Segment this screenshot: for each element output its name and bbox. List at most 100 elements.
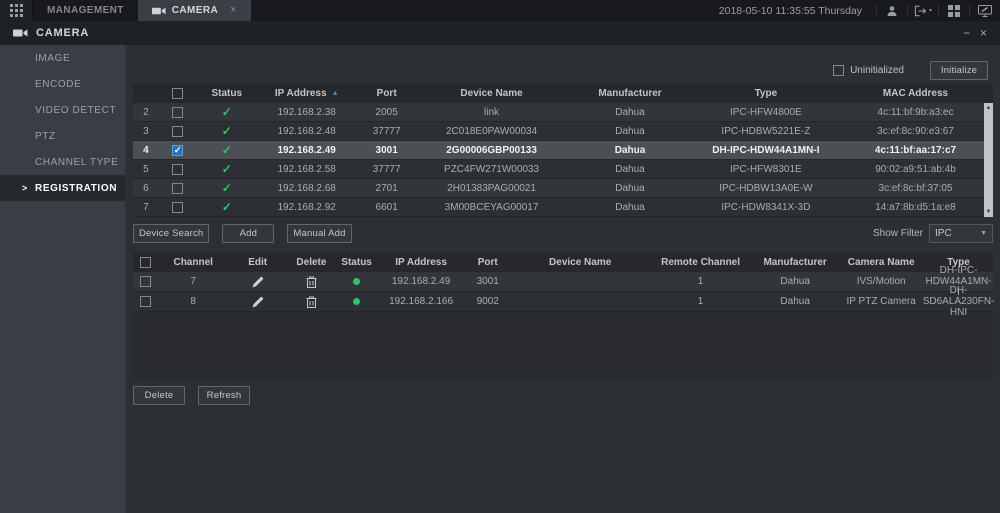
- minimize-button[interactable]: −: [962, 26, 970, 40]
- device-search-row[interactable]: 4 ✓ ✓ 192.168.2.49 3001 2G00006GBP00133: [133, 141, 993, 160]
- column-camera-name[interactable]: Camera Name: [847, 257, 915, 268]
- cell-remote-channel: 1: [697, 276, 704, 287]
- cell-delete: [288, 296, 335, 308]
- device-search-row[interactable]: 2 ✓ ✓ 192.168.2.38 2005 link Dahua: [133, 103, 993, 122]
- cell-mac-address: 4c:11:bf:aa:17:c7: [874, 144, 957, 156]
- cell-select: ✓: [159, 182, 197, 194]
- cell-type: IPC-HDW8341X-3D: [721, 201, 811, 213]
- column-ip-address[interactable]: IP Address: [395, 257, 447, 268]
- column-port[interactable]: Port: [477, 257, 498, 268]
- cell-ip-address: 192.168.2.58: [277, 163, 336, 175]
- edit-pencil-icon[interactable]: [252, 296, 264, 308]
- cell-device-name: 3M00BCEYAG00017: [444, 201, 539, 213]
- sidebar-item[interactable]: > VIDEO DETECT: [0, 97, 125, 123]
- added-device-row[interactable]: ✓ 7: [133, 265, 993, 298]
- cell-port: 9002: [476, 296, 499, 307]
- column-manufacturer[interactable]: Manufacturer: [763, 257, 827, 268]
- logout-icon: [914, 5, 927, 16]
- device-search-button[interactable]: Device Search: [133, 224, 210, 243]
- tab-close-icon[interactable]: ×: [230, 4, 237, 16]
- initialize-row: ✓ Uninitialized Initialize: [833, 61, 988, 80]
- add-button[interactable]: Add: [222, 224, 275, 243]
- column-status[interactable]: Status: [341, 257, 372, 268]
- select-all-checkbox[interactable]: ✓: [172, 88, 184, 99]
- column-device-name[interactable]: Device Name: [549, 257, 612, 268]
- manual-add-button[interactable]: Manual Add: [287, 224, 352, 243]
- sidebar-item-label: ENCODE: [35, 78, 82, 90]
- delete-button[interactable]: Delete: [133, 386, 185, 405]
- status-ok-icon: ✓: [221, 162, 232, 176]
- cell-manufacturer: Dahua: [614, 144, 646, 156]
- row-checkbox[interactable]: ✓: [172, 125, 184, 137]
- cell-status: ✓: [197, 144, 257, 156]
- status-ok-icon: ✓: [221, 143, 232, 157]
- status-online-dot: [353, 298, 361, 305]
- column-channel[interactable]: Channel: [173, 257, 213, 268]
- device-search-row[interactable]: 6 ✓ ✓ 192.168.2.68 2701 2H01383PAG00021: [133, 179, 993, 198]
- vertical-scrollbar[interactable]: ▲ ▼: [984, 103, 993, 217]
- edit-pencil-icon[interactable]: [252, 276, 264, 288]
- show-filter-value: IPC: [935, 228, 952, 239]
- added-device-row[interactable]: ✓ 8: [133, 285, 994, 318]
- initialize-button[interactable]: Initialize: [930, 61, 988, 80]
- scroll-down-icon[interactable]: ▼: [985, 209, 992, 215]
- row-checkbox[interactable]: ✓: [172, 106, 184, 118]
- device-search-row[interactable]: 7 ✓ ✓ 192.168.2.92 6601 3M00BCEYAG00017: [133, 198, 993, 217]
- row-checkbox[interactable]: ✓: [172, 182, 184, 194]
- uninitialized-label: Uninitialized: [850, 65, 904, 76]
- display-button[interactable]: [970, 0, 1000, 21]
- column-mac-address[interactable]: MAC Address: [882, 88, 949, 99]
- column-manufacturer[interactable]: Manufacturer: [598, 88, 662, 99]
- tab-camera[interactable]: CAMERA ×: [137, 0, 251, 21]
- row-checkbox[interactable]: ✓: [172, 144, 184, 156]
- column-type[interactable]: Type: [947, 257, 970, 268]
- sidebar-item[interactable]: > IMAGE: [0, 45, 125, 71]
- added-devices-table: ✓ Channel Edit Delete Status IP Address …: [133, 253, 994, 379]
- cell-ip-address: 192.168.2.92: [277, 201, 336, 213]
- apps-grid-button[interactable]: [0, 0, 33, 21]
- status-ok-icon: ✓: [221, 105, 232, 119]
- delete-trash-icon[interactable]: [306, 276, 317, 288]
- row-checkbox[interactable]: ✓: [140, 296, 152, 307]
- added-devices-table-header: ✓ Channel Edit Delete Status IP Address …: [133, 253, 993, 272]
- chevron-right-icon: >: [22, 183, 28, 193]
- row-checkbox[interactable]: ✓: [140, 276, 152, 287]
- refresh-button[interactable]: Refresh: [198, 386, 250, 405]
- user-button[interactable]: [877, 0, 907, 21]
- show-filter: Show Filter IPC ▼: [873, 224, 993, 243]
- window-title: CAMERA: [36, 27, 90, 39]
- cell-device-name: link: [484, 106, 500, 118]
- column-remote-channel[interactable]: Remote Channel: [661, 257, 741, 268]
- sidebar-item[interactable]: > REGISTRATION: [0, 175, 125, 201]
- cell-manufacturer: Dahua: [615, 182, 645, 194]
- sidebar-item[interactable]: > ENCODE: [0, 71, 125, 97]
- row-checkbox[interactable]: ✓: [172, 163, 184, 175]
- column-type[interactable]: Type: [754, 88, 778, 99]
- row-checkbox[interactable]: ✓: [172, 201, 184, 213]
- device-search-table-header: ✓ Status IP Address ▲ Port Device Name M…: [133, 84, 993, 103]
- preview-split-button[interactable]: [939, 0, 969, 21]
- datetime-display: 2018-05-10 11:35:55 Thursday: [718, 4, 862, 17]
- scroll-up-icon[interactable]: ▲: [985, 105, 992, 111]
- delete-trash-icon[interactable]: [306, 296, 317, 308]
- sidebar-item-label: PTZ: [35, 130, 56, 142]
- cell-port: 37777: [372, 125, 401, 137]
- column-port[interactable]: Port: [376, 88, 397, 99]
- column-ip-address[interactable]: IP Address ▲: [274, 88, 339, 99]
- cell-port: 6601: [375, 201, 398, 213]
- close-button[interactable]: ×: [979, 26, 987, 40]
- sidebar-item[interactable]: > CHANNEL TYPE: [0, 149, 125, 175]
- cell-status: ✓: [197, 182, 257, 194]
- device-search-row[interactable]: 5 ✓ ✓ 192.168.2.58 37777 PZC4FW271W00033: [133, 160, 993, 179]
- show-filter-dropdown[interactable]: IPC ▼: [929, 224, 993, 243]
- sidebar-item[interactable]: > PTZ: [0, 123, 125, 149]
- logout-button[interactable]: ▾: [908, 0, 938, 21]
- column-status[interactable]: Status: [211, 88, 242, 99]
- uninitialized-checkbox[interactable]: ✓: [833, 65, 845, 76]
- status-online-dot: [353, 278, 361, 285]
- tab-management[interactable]: MANAGEMENT: [33, 0, 138, 21]
- column-device-name[interactable]: Device Name: [460, 88, 523, 99]
- device-search-row[interactable]: 3 ✓ ✓ 192.168.2.48 37777 2C018E0PAW00034: [133, 122, 993, 141]
- cell-ip-address: 192.168.2.49: [277, 144, 336, 156]
- select-all-checkbox[interactable]: ✓: [140, 257, 152, 268]
